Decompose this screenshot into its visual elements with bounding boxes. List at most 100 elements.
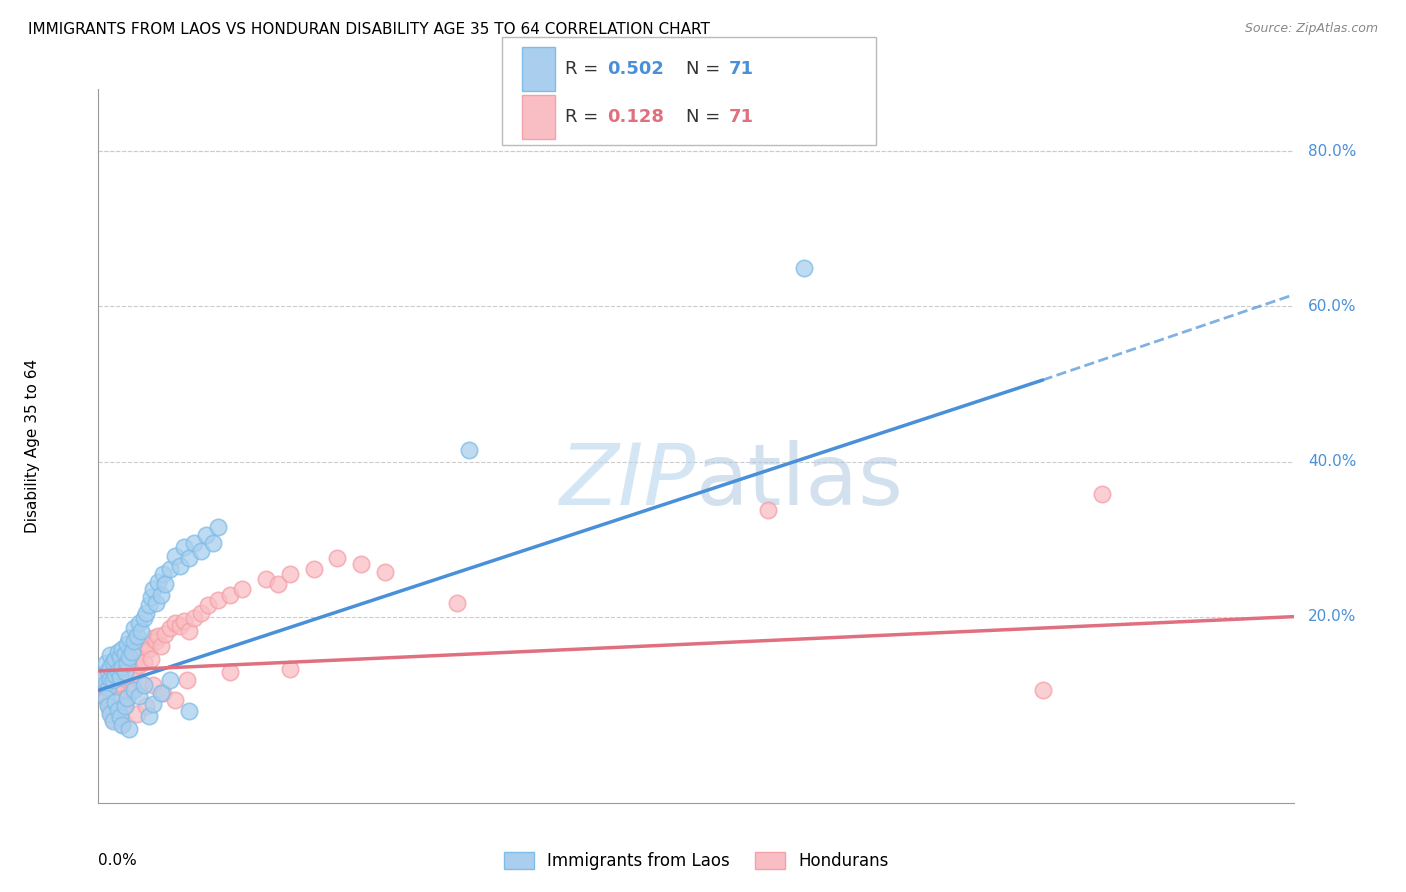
Point <box>107 701 129 715</box>
Point <box>131 644 153 658</box>
Point <box>114 665 136 680</box>
Point <box>107 644 129 658</box>
Point <box>98 704 122 718</box>
Point <box>111 670 134 684</box>
Point <box>101 655 124 669</box>
Point <box>107 657 129 672</box>
Point <box>152 566 174 581</box>
Point <box>104 668 127 682</box>
Point <box>145 634 167 648</box>
Text: N =: N = <box>686 108 725 126</box>
Text: 40.0%: 40.0% <box>1308 454 1357 469</box>
Point <box>108 710 131 724</box>
Point <box>114 647 136 661</box>
Point <box>125 629 148 643</box>
Point <box>159 561 181 575</box>
Text: ZIP: ZIP <box>560 440 696 524</box>
Text: Source: ZipAtlas.com: Source: ZipAtlas.com <box>1244 22 1378 36</box>
Point <box>98 660 122 674</box>
Point <box>98 664 122 678</box>
Point <box>1091 487 1114 501</box>
Point <box>104 652 127 666</box>
Point <box>179 624 201 638</box>
Point <box>197 598 219 612</box>
Point <box>101 655 124 669</box>
Point <box>98 706 122 721</box>
Point <box>115 691 138 706</box>
Point <box>202 536 225 550</box>
Point <box>148 629 170 643</box>
Point <box>132 611 155 625</box>
Point <box>163 693 186 707</box>
Point <box>108 670 131 684</box>
Text: 60.0%: 60.0% <box>1308 299 1357 314</box>
Text: 0.128: 0.128 <box>607 108 665 126</box>
Point <box>142 582 165 597</box>
Point <box>101 673 124 688</box>
Point <box>374 565 396 579</box>
Text: 71: 71 <box>728 60 754 78</box>
Point <box>97 683 120 698</box>
Point <box>131 624 153 638</box>
Point <box>302 561 325 575</box>
Point <box>104 668 127 682</box>
Point <box>97 664 120 678</box>
Point <box>132 655 155 669</box>
Point <box>142 632 165 646</box>
Point <box>111 718 134 732</box>
Point <box>169 619 191 633</box>
Point <box>190 606 212 620</box>
Point <box>124 634 146 648</box>
Text: N =: N = <box>686 60 725 78</box>
Point <box>128 615 150 630</box>
Point <box>163 549 186 563</box>
Point <box>278 662 301 676</box>
Point <box>91 672 114 686</box>
Point <box>155 577 177 591</box>
Point <box>114 660 136 674</box>
Point <box>326 551 349 566</box>
Point <box>94 680 117 694</box>
Point <box>267 577 290 591</box>
Point <box>173 614 195 628</box>
Point <box>118 722 141 736</box>
Point <box>142 697 165 711</box>
Point <box>149 639 172 653</box>
Point <box>118 650 141 665</box>
Point <box>94 675 117 690</box>
Point <box>121 662 143 676</box>
Point <box>278 566 301 581</box>
Point <box>111 660 134 674</box>
Point <box>1032 683 1054 698</box>
Point <box>152 686 174 700</box>
Point <box>148 574 170 589</box>
Text: 71: 71 <box>728 108 754 126</box>
Text: 20.0%: 20.0% <box>1308 609 1357 624</box>
Point <box>124 683 146 698</box>
Text: 0.502: 0.502 <box>607 60 664 78</box>
Point <box>350 557 373 571</box>
Point <box>207 520 229 534</box>
Point <box>131 675 153 690</box>
Point <box>155 626 177 640</box>
Point <box>107 664 129 678</box>
Point <box>115 656 138 670</box>
Point <box>135 606 157 620</box>
Point <box>94 691 117 706</box>
Point <box>107 675 129 690</box>
Point <box>107 703 129 717</box>
Point <box>104 693 127 707</box>
Point <box>183 611 205 625</box>
Text: IMMIGRANTS FROM LAOS VS HONDURAN DISABILITY AGE 35 TO 64 CORRELATION CHART: IMMIGRANTS FROM LAOS VS HONDURAN DISABIL… <box>28 22 710 37</box>
Point <box>173 540 195 554</box>
Point <box>114 698 136 713</box>
Text: R =: R = <box>565 60 605 78</box>
Point <box>98 672 122 686</box>
Point <box>254 573 277 587</box>
Point <box>149 686 172 700</box>
Point <box>793 260 815 275</box>
Point <box>97 698 120 713</box>
Point <box>94 656 117 670</box>
Point <box>149 588 172 602</box>
Point <box>138 709 160 723</box>
